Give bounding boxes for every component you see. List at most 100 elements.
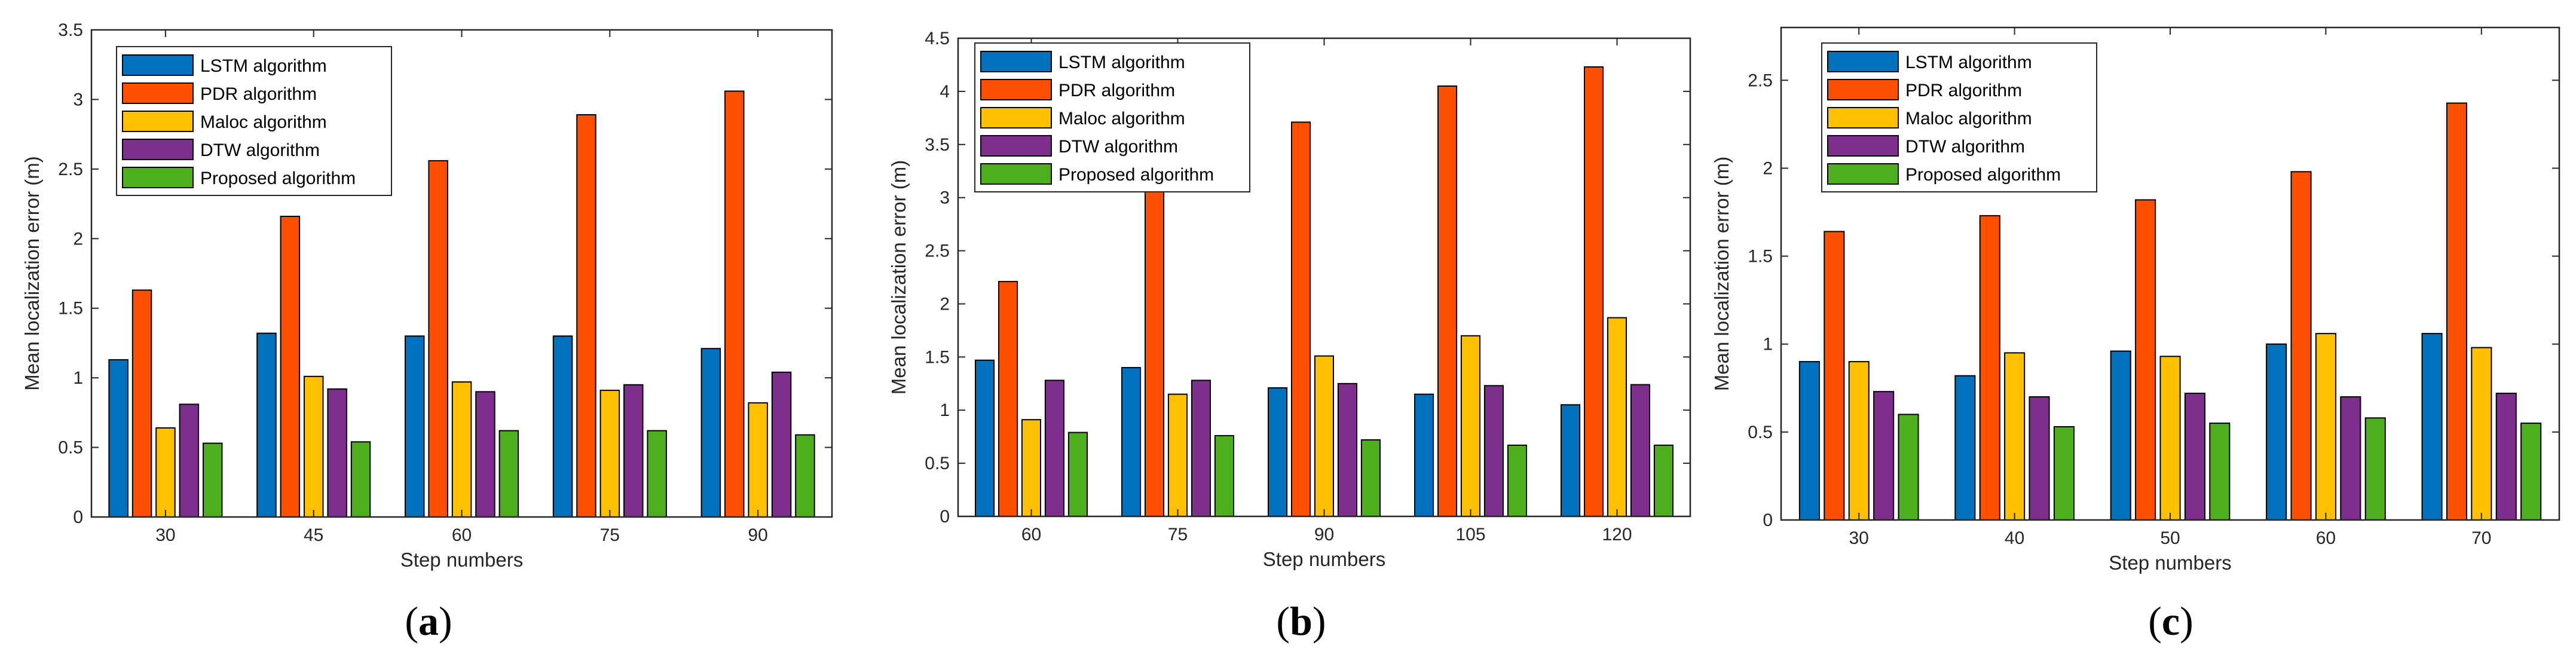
y-tick-label: 2: [1763, 158, 1773, 178]
bar-pdr-algorithm-60: [2290, 171, 2312, 521]
x-tick-label: 60: [2316, 528, 2336, 548]
y-tick-label: 3: [940, 188, 950, 208]
bar-pdr-algorithm-90: [1291, 121, 1311, 517]
bar-proposed-algorithm-45: [350, 441, 371, 518]
legend-swatch: [122, 54, 194, 76]
y-tick-label: 3.5: [925, 135, 950, 155]
bar-pdr-algorithm-75: [576, 114, 596, 518]
bar-dtw-algorithm-30: [1873, 391, 1895, 521]
bar-pdr-algorithm-60: [428, 160, 448, 518]
y-tick-label: 3: [73, 90, 83, 109]
legend-entry: LSTM algorithm: [1905, 53, 2032, 72]
y-tick-label: 2: [73, 229, 83, 249]
x-axis-label: Step numbers: [400, 549, 523, 571]
bar-pdr-algorithm-90: [724, 90, 745, 518]
bar-lstm-algorithm-90: [700, 348, 721, 518]
bar-lstm-algorithm-75: [1121, 367, 1142, 517]
y-tick-label: 1: [940, 400, 950, 420]
legend-entry: Proposed algorithm: [1058, 165, 1214, 185]
y-tick-label: 1.5: [58, 299, 83, 319]
legend: LSTM algorithm PDR algorithm Maloc algorit…: [1821, 42, 2097, 192]
bar-maloc-algorithm-90: [1314, 355, 1334, 517]
panel-label: (c): [2148, 598, 2193, 644]
bar-proposed-algorithm-90: [795, 434, 815, 518]
bar-proposed-algorithm-60: [2364, 417, 2386, 521]
bar-lstm-algorithm-105: [1414, 393, 1434, 517]
bar-pdr-algorithm-105: [1437, 85, 1458, 517]
legend-swatch: [1827, 107, 1899, 128]
bar-proposed-algorithm-50: [2209, 423, 2231, 521]
bar-maloc-algorithm-70: [2471, 347, 2492, 521]
bar-dtw-algorithm-60: [475, 391, 495, 518]
bar-maloc-algorithm-75: [1167, 393, 1188, 517]
x-tick-label: 75: [1168, 525, 1188, 544]
legend-entry: LSTM algorithm: [1058, 53, 1185, 72]
bar-dtw-algorithm-30: [179, 403, 200, 518]
bar-maloc-algorithm-75: [599, 390, 620, 518]
y-tick-label: 2.5: [58, 160, 83, 179]
bar-pdr-algorithm-120: [1584, 66, 1604, 517]
y-tick-label: 2.5: [1748, 71, 1773, 90]
bar-dtw-algorithm-75: [1191, 380, 1211, 518]
bar-proposed-algorithm-120: [1653, 444, 1674, 518]
x-tick-label: 30: [155, 525, 175, 545]
bar-dtw-algorithm-90: [1337, 383, 1357, 517]
x-axis-label: Step numbers: [2109, 552, 2231, 574]
bars: [108, 90, 815, 518]
y-tick-label: 0.5: [1748, 423, 1773, 442]
bar-dtw-algorithm-45: [327, 388, 347, 518]
bar-lstm-algorithm-75: [552, 335, 573, 518]
bar-proposed-algorithm-30: [203, 442, 223, 518]
x-tick-label: 40: [2005, 528, 2024, 548]
x-tick-label: 50: [2160, 528, 2180, 548]
bar-proposed-algorithm-70: [2520, 423, 2542, 521]
bar-pdr-algorithm-60: [998, 281, 1018, 517]
bar-pdr-algorithm-40: [1979, 215, 2000, 521]
y-tick-label: 0.5: [58, 438, 83, 458]
y-tick-label: 1: [73, 368, 83, 388]
legend-swatch: [980, 163, 1052, 185]
bar-maloc-algorithm-90: [748, 402, 768, 518]
legend-swatch: [1827, 135, 1899, 157]
legend: LSTM algorithm PDR algorithm Maloc algorit…: [116, 46, 392, 196]
y-tick-label: 1.5: [1748, 247, 1773, 267]
legend-entry: DTW algorithm: [1905, 137, 2025, 157]
legend-entry: LSTM algorithm: [200, 56, 327, 76]
x-tick-label: 70: [2471, 528, 2491, 548]
x-tick-label: 60: [452, 525, 472, 545]
legend-swatch: [980, 135, 1052, 157]
x-tick-label: 120: [1602, 525, 1632, 544]
y-tick-label: 0: [73, 507, 83, 527]
bar-maloc-algorithm-30: [155, 427, 176, 518]
legend-entry: DTW algorithm: [200, 140, 320, 160]
x-tick-label: 90: [748, 525, 767, 545]
bar-pdr-algorithm-30: [131, 289, 152, 518]
legend-entry: PDR algorithm: [1905, 81, 2022, 100]
bar-maloc-algorithm-120: [1607, 317, 1627, 517]
bar-lstm-algorithm-40: [1954, 375, 1976, 521]
x-tick-label: 45: [304, 525, 323, 545]
bar-maloc-algorithm-60: [1021, 419, 1042, 518]
bar-pdr-algorithm-75: [1145, 186, 1165, 517]
legend-swatch: [980, 107, 1052, 128]
x-axis-label: Step numbers: [1263, 548, 1385, 570]
bar-lstm-algorithm-30: [108, 359, 129, 518]
bar-dtw-algorithm-70: [2495, 393, 2517, 521]
y-tick-label: 2: [940, 294, 950, 314]
bar-maloc-algorithm-30: [1848, 361, 1870, 521]
bar-lstm-algorithm-30: [1798, 361, 1820, 521]
legend-swatch: [122, 111, 194, 132]
bar-maloc-algorithm-50: [2159, 356, 2181, 521]
legend-entry: Maloc algorithm: [1905, 109, 2032, 128]
legend-swatch: [1827, 51, 1899, 72]
legend-entry: DTW algorithm: [1058, 137, 1178, 157]
bar-proposed-algorithm-75: [1214, 435, 1235, 518]
legend-entry: Maloc algorithm: [200, 112, 327, 132]
bar-dtw-algorithm-120: [1630, 384, 1650, 517]
legend: LSTM algorithm PDR algorithm Maloc algorit…: [974, 42, 1250, 192]
y-axis-label: Mean localization error (m): [1711, 157, 1733, 391]
bar-dtw-algorithm-105: [1483, 385, 1504, 517]
bar-maloc-algorithm-40: [2004, 352, 2026, 521]
bar-pdr-algorithm-70: [2446, 102, 2467, 521]
legend-swatch: [1827, 79, 1899, 100]
